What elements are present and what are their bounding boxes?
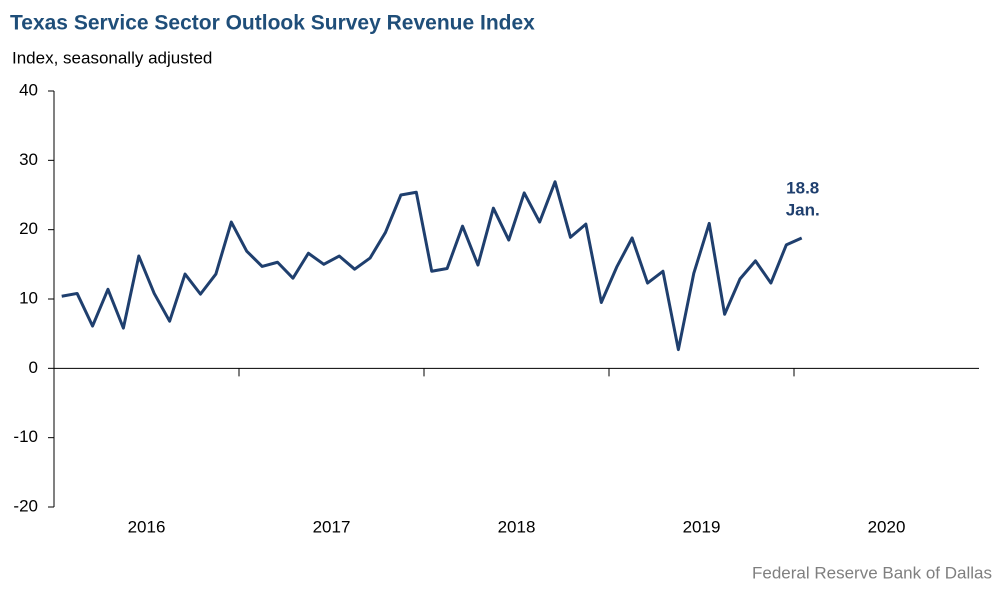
y-tick-label: 0: [29, 358, 38, 377]
x-tick-label: 2020: [868, 517, 906, 536]
y-tick-label: 40: [19, 80, 38, 99]
x-tick-label: 2016: [128, 517, 166, 536]
y-axis-label: Index, seasonally adjusted: [12, 48, 212, 67]
line: [61, 180, 803, 352]
annotation: Jan.: [786, 200, 820, 219]
y-tick-label: 30: [19, 150, 38, 169]
y-tick-label: 10: [19, 288, 38, 307]
y-tick-label: -20: [13, 496, 38, 515]
x-tick-label: 2019: [683, 517, 721, 536]
source: Federal Reserve Bank of Dallas: [752, 563, 992, 582]
data-label: 18.8: [786, 178, 819, 197]
x-tick-label: 2017: [313, 517, 351, 536]
x-tick-label: 2018: [498, 517, 536, 536]
y-tick-label: -10: [13, 427, 38, 446]
chart-title: Texas Service Sector Outlook Survey Reve…: [10, 12, 535, 35]
y-tick-label: 20: [19, 219, 38, 238]
